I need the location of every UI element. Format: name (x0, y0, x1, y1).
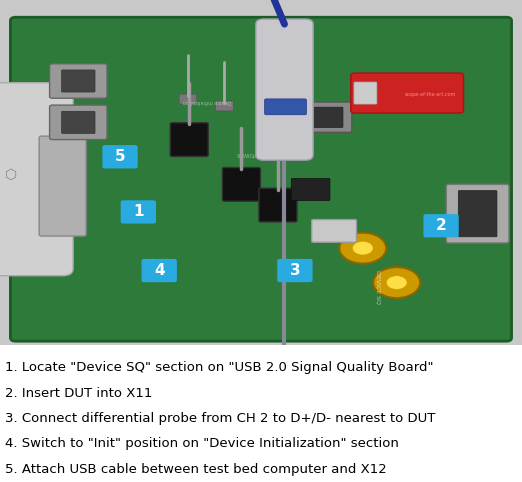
Circle shape (352, 241, 373, 255)
FancyBboxPatch shape (265, 99, 306, 115)
FancyBboxPatch shape (62, 70, 95, 92)
FancyBboxPatch shape (216, 101, 233, 111)
FancyBboxPatch shape (423, 214, 459, 237)
Circle shape (373, 267, 420, 298)
FancyBboxPatch shape (39, 136, 86, 236)
FancyBboxPatch shape (351, 73, 464, 113)
FancyBboxPatch shape (50, 105, 107, 140)
FancyBboxPatch shape (259, 188, 297, 222)
FancyBboxPatch shape (222, 167, 260, 201)
Text: 3: 3 (290, 263, 300, 278)
FancyBboxPatch shape (354, 82, 377, 104)
Text: 1: 1 (133, 204, 144, 219)
Text: 5: 5 (115, 149, 125, 164)
FancyBboxPatch shape (50, 64, 107, 98)
FancyBboxPatch shape (312, 107, 343, 128)
FancyBboxPatch shape (0, 83, 73, 276)
FancyBboxPatch shape (277, 259, 313, 282)
Text: 4. Switch to "Init" position on "Device Initialization" section: 4. Switch to "Init" position on "Device … (5, 437, 399, 450)
Text: 4: 4 (154, 263, 164, 278)
Text: 3. Connect differential probe from CH 2 to D+/D- nearest to DUT: 3. Connect differential probe from CH 2 … (5, 412, 435, 425)
Text: scope-of-the-art.com: scope-of-the-art.com (405, 92, 456, 97)
FancyBboxPatch shape (301, 102, 352, 133)
Text: ⬡: ⬡ (5, 168, 17, 182)
FancyBboxPatch shape (291, 178, 330, 201)
FancyBboxPatch shape (102, 145, 138, 168)
Text: DEVICE SQ: DEVICE SQ (376, 270, 381, 304)
Text: 2. Insert DUT into X11: 2. Insert DUT into X11 (5, 387, 152, 400)
FancyBboxPatch shape (256, 19, 313, 160)
Text: 5. Attach USB cable between test bed computer and X12: 5. Attach USB cable between test bed com… (5, 463, 387, 476)
FancyBboxPatch shape (141, 259, 177, 282)
Circle shape (339, 233, 386, 264)
Text: 1. Locate "Device SQ" section on "USB 2.0 Signal Quality Board": 1. Locate "Device SQ" section on "USB 2.… (5, 361, 434, 374)
Circle shape (386, 276, 407, 290)
FancyBboxPatch shape (170, 123, 208, 157)
FancyBboxPatch shape (121, 201, 156, 224)
FancyBboxPatch shape (179, 94, 197, 104)
FancyBboxPatch shape (458, 190, 497, 237)
FancyBboxPatch shape (62, 111, 95, 134)
Text: 2: 2 (436, 218, 446, 233)
FancyBboxPatch shape (446, 185, 509, 243)
Text: Device Initialization: Device Initialization (183, 99, 231, 105)
FancyBboxPatch shape (10, 17, 512, 341)
FancyBboxPatch shape (312, 219, 357, 242)
Text: POWER: POWER (235, 151, 255, 156)
